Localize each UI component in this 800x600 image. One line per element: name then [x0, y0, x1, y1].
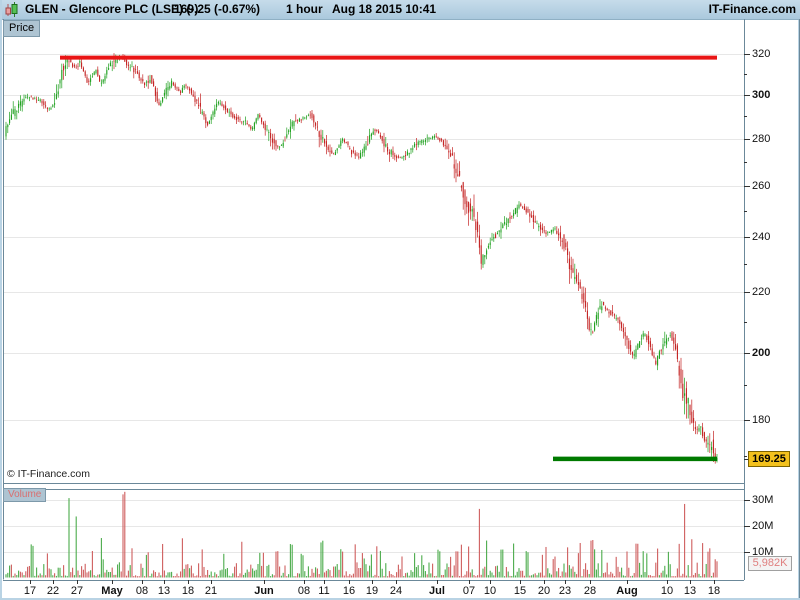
date-axis-label: 08	[135, 585, 149, 597]
volume-axis-label: 20M	[752, 519, 774, 532]
volume-axis-label: 30M	[752, 494, 774, 507]
date-axis-label: 28	[583, 585, 597, 597]
price-axis-label: 300	[752, 88, 771, 101]
date-axis-label: Jun	[254, 585, 274, 597]
volume-axis-label: 10M	[752, 545, 774, 558]
date-axis-label: 08	[297, 585, 311, 597]
price-axis-label: 280	[752, 132, 771, 145]
date-axis-label: 10	[660, 585, 674, 597]
date-axis-label: 15	[513, 585, 527, 597]
instrument-title: GLEN - Glencore PLC (LSE) (-)	[25, 2, 199, 16]
date-axis-label: 21	[204, 585, 218, 597]
price-axis-label: 240	[752, 230, 771, 243]
tab-price[interactable]: Price	[3, 20, 41, 37]
last-price-change: 169.25 (-0.67%)	[174, 2, 261, 16]
datetime-label: Aug 18 2015 10:41	[332, 2, 437, 16]
price-axis-label: 220	[752, 286, 771, 299]
timeframe-label: 1 hour	[286, 2, 323, 16]
date-axis-label: 23	[558, 585, 572, 597]
price-axis-label: 260	[752, 179, 771, 192]
date-axis-label: 11	[318, 585, 330, 597]
last-price-tag: 169.25	[748, 451, 790, 467]
date-axis-label: 20	[537, 585, 551, 597]
title-bar: GLEN - Glencore PLC (LSE) (-) 169.25 (-0…	[2, 0, 800, 20]
date-axis-label: 16	[342, 585, 356, 597]
tab-volume[interactable]: Volume	[3, 488, 47, 502]
price-axis-label: 180	[752, 413, 771, 426]
price-axis-label: 320	[752, 47, 771, 60]
date-axis-label: Aug	[616, 585, 638, 597]
date-axis-label: 24	[389, 585, 403, 597]
date-axis-label: 13	[157, 585, 171, 597]
date-axis-label: Jul	[429, 585, 445, 597]
date-axis-label: May	[101, 585, 123, 597]
current-volume-tag: 5,982K	[748, 556, 792, 571]
brand-label: IT-Finance.com	[708, 2, 796, 16]
date-axis-label: 18	[181, 585, 195, 597]
date-axis-label: 17	[23, 585, 37, 597]
date-axis-label: 18	[707, 585, 721, 597]
price-axis-label: 200	[752, 346, 771, 359]
candlestick-logo-icon	[5, 2, 19, 17]
date-axis-label: 27	[70, 585, 84, 597]
date-axis-label: 19	[365, 585, 379, 597]
date-axis-label: 07	[462, 585, 476, 597]
copyright-watermark: © IT-Finance.com	[7, 468, 91, 480]
date-axis-label: 10	[483, 585, 497, 597]
date-axis-label: 13	[683, 585, 697, 597]
date-axis-label: 22	[46, 585, 60, 597]
